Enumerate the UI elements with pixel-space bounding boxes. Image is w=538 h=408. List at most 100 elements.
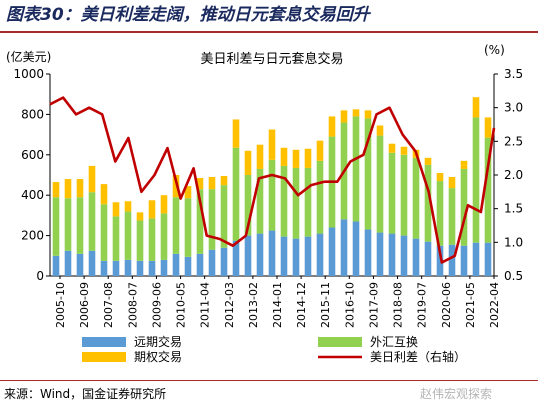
bar-segment-forward <box>112 260 120 276</box>
chart: 美日利差与日元套息交易 (亿美元) (%) 020040060080010000… <box>6 43 523 364</box>
bar-segment-forward <box>304 236 312 276</box>
bar-segment-forward <box>172 253 180 276</box>
bar-segment-swap <box>412 157 420 239</box>
bar-segment-swap <box>484 137 492 243</box>
bar-segment-swap <box>244 175 252 236</box>
bar-segment-swap <box>304 167 312 237</box>
bar-segment-option <box>340 110 348 123</box>
bar-segment-swap <box>448 188 456 245</box>
bar-segment-forward <box>364 229 372 276</box>
bar-segment-option <box>64 179 72 199</box>
left-tick-label: 600 <box>21 148 44 162</box>
bar-segment-option <box>328 116 336 137</box>
bar-segment-forward <box>160 259 168 276</box>
x-tick-label: 2007-08 <box>102 282 115 328</box>
bar-segment-swap <box>424 164 432 242</box>
left-tick-label: 400 <box>21 188 44 202</box>
bar-segment-option <box>364 110 372 119</box>
bar-segment-forward <box>412 238 420 276</box>
bar-segment-forward <box>220 247 228 276</box>
bar-segment-swap <box>88 192 96 251</box>
bar-segment-option <box>424 157 432 165</box>
bar-segment-swap <box>76 197 84 254</box>
bar-segment-option <box>460 160 468 169</box>
left-tick-label: 1000 <box>13 67 44 81</box>
bar-segment-option <box>244 150 252 175</box>
bar-segment-forward <box>400 235 408 276</box>
bar-segment-swap <box>52 197 60 256</box>
watermark-text: 赵伟宏观探索 <box>420 387 493 401</box>
bar-segment-option <box>256 144 264 169</box>
bar-segment-forward <box>136 260 144 276</box>
bar-segment-option <box>304 148 312 168</box>
bar-segment-swap <box>64 198 72 251</box>
bar-segment-swap <box>124 211 132 260</box>
bar-segment-option <box>184 186 192 199</box>
plot-area: 0 200 400 600 800 1000 0.5 1.0 1.5 2.0 2.5 3.0 3.5 20… <box>13 67 523 328</box>
right-tick-label: 2.0 <box>504 168 523 182</box>
bar-segment-forward <box>340 219 348 276</box>
legend-swatch <box>318 337 362 347</box>
header-divider <box>0 31 538 33</box>
right-tick-label: 1.5 <box>504 202 523 216</box>
bar-segment-forward <box>256 233 264 276</box>
bar-segment-swap <box>268 159 276 231</box>
left-tick-label: 200 <box>21 229 44 243</box>
x-tick-label: 2015-11 <box>319 282 332 328</box>
bar-segment-forward <box>328 227 336 276</box>
spread-line <box>49 96 496 264</box>
bar-segment-forward <box>208 249 216 276</box>
bar-segment-swap <box>100 204 108 261</box>
x-tick-label: 2018-08 <box>392 282 405 328</box>
bar-segment-swap <box>172 197 180 254</box>
bar-segment-forward <box>376 232 384 276</box>
figure-title: 图表30：美日利差走阔，推动日元套息交易回升 <box>6 5 370 25</box>
bar-segment-forward <box>232 240 240 276</box>
bar-segment-forward <box>424 241 432 276</box>
x-tick-label: 2022-04 <box>488 282 501 328</box>
bar-segment-forward <box>244 235 252 276</box>
bar-segment-option <box>76 179 84 198</box>
left-axis-unit: (亿美元) <box>6 49 51 64</box>
bar-segment-forward <box>184 256 192 276</box>
bar-segment-swap <box>208 189 216 250</box>
bar-segment-option <box>484 117 492 138</box>
bar-segment-option <box>148 200 156 219</box>
bar-segment-option <box>436 172 444 182</box>
bar-segment-forward <box>52 255 60 276</box>
bar-segment-option <box>232 119 240 148</box>
bar-segment-forward <box>316 233 324 276</box>
bar-segment-forward <box>124 259 132 276</box>
bar-segment-swap <box>316 160 324 234</box>
bar-segment-swap <box>292 167 300 239</box>
bar-segment-option <box>352 109 360 117</box>
source-note: 来源：Wind，国金证券研究所 <box>4 387 167 401</box>
x-tick-label: 2010-05 <box>175 282 188 328</box>
bar-segment-option <box>316 140 324 161</box>
bar-segment-forward <box>292 238 300 276</box>
x-tick-label: 2008-07 <box>126 282 139 328</box>
bar-segment-option <box>376 125 384 136</box>
bar-segment-forward <box>88 250 96 276</box>
right-axis-unit: (%) <box>484 43 505 57</box>
right-tick-label: 2.5 <box>504 134 523 148</box>
bar-segment-swap <box>136 220 144 261</box>
bar-segment-option <box>100 184 108 205</box>
bar-segment-swap <box>184 198 192 257</box>
bar-segment-option <box>160 195 168 214</box>
bar-segment-forward <box>196 253 204 276</box>
x-tick-label: 2016-10 <box>343 282 356 328</box>
bar-segment-forward <box>436 245 444 276</box>
right-tick-label: 3.0 <box>504 101 523 115</box>
x-tick-label: 2005-10 <box>54 282 67 328</box>
x-tick-label: 2014-12 <box>295 282 308 328</box>
footer-divider <box>0 380 538 381</box>
legend-swatch <box>82 337 126 347</box>
x-tick-label: 2021-05 <box>464 282 477 328</box>
bar-segment-forward <box>100 260 108 276</box>
right-tick-label: 1.0 <box>504 235 523 249</box>
bar-segment-option <box>448 177 456 189</box>
bar-segment-forward <box>148 260 156 276</box>
bar-segment-option <box>292 149 300 168</box>
